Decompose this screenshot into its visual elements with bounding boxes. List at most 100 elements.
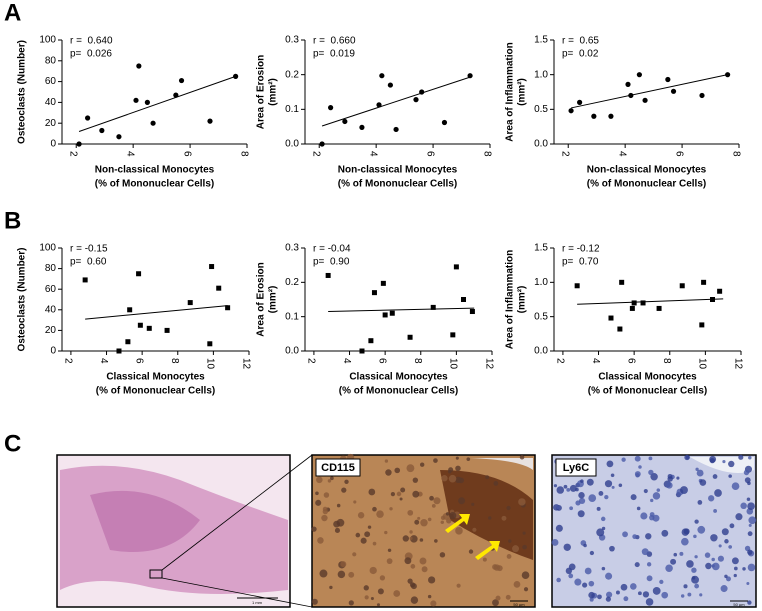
cell <box>420 519 428 527</box>
cell <box>555 524 563 532</box>
cell <box>394 467 401 474</box>
cell <box>635 473 640 478</box>
point <box>116 134 122 140</box>
point <box>136 63 142 69</box>
fit-line <box>78 75 236 132</box>
cell <box>578 492 585 499</box>
cell <box>417 516 421 520</box>
point <box>625 81 631 87</box>
x-tick-label: 12 <box>732 358 743 370</box>
y-tick-label: 0.3 <box>285 35 299 46</box>
cell <box>399 497 403 501</box>
cell <box>569 484 577 492</box>
point <box>453 264 459 270</box>
cell <box>711 564 715 568</box>
y-tick-label: 100 <box>39 243 56 254</box>
arrow <box>445 514 470 533</box>
cell <box>311 526 317 532</box>
point <box>591 113 597 119</box>
x-tick-label: 2 <box>554 358 565 364</box>
cell <box>642 591 650 598</box>
cell <box>598 491 604 496</box>
label-box <box>555 458 597 477</box>
cell <box>409 582 416 588</box>
cell <box>746 497 751 502</box>
cell <box>673 552 678 557</box>
cell <box>501 515 507 521</box>
cells <box>551 454 757 606</box>
cell <box>728 474 732 478</box>
cell <box>652 514 660 522</box>
stat-annotation: p= 0.90 <box>313 257 350 268</box>
x-tick-label: 4 <box>98 358 109 364</box>
cell <box>588 494 597 502</box>
cell <box>605 596 611 602</box>
cell <box>427 517 432 522</box>
cell <box>638 465 642 469</box>
cell <box>597 594 602 600</box>
stat-annotation: r = 0.640 <box>70 36 113 47</box>
point <box>670 88 677 94</box>
cell <box>348 600 354 606</box>
cell <box>728 545 733 549</box>
cell <box>709 455 717 463</box>
cell <box>650 473 658 481</box>
stat-annotation: r = 0.660 <box>313 36 356 47</box>
point <box>679 283 685 289</box>
y-tick-label: 0.0 <box>285 346 299 357</box>
cell <box>705 562 712 570</box>
x-tick-label: 2 <box>560 151 571 157</box>
stat-annotation: p= 0.026 <box>70 49 112 60</box>
point <box>368 338 374 344</box>
cell <box>315 491 319 496</box>
zoom-line <box>161 577 313 608</box>
point <box>76 141 82 147</box>
y-axis-label: Area of Inflammation <box>505 250 516 349</box>
point <box>393 126 399 133</box>
cell <box>372 506 377 512</box>
point <box>665 76 671 83</box>
y-tick-label: 20 <box>45 118 57 129</box>
stat-annotation: r = 0.65 <box>562 36 599 47</box>
cell <box>396 491 402 497</box>
cell <box>721 528 729 536</box>
point <box>207 118 213 124</box>
cell <box>519 454 525 460</box>
cell <box>377 588 384 595</box>
cell <box>410 535 418 543</box>
y-tick-label: 100 <box>39 35 56 46</box>
point <box>717 288 723 294</box>
cell <box>652 492 661 500</box>
cell <box>311 598 318 605</box>
cell <box>430 600 437 607</box>
y-tick-label: 80 <box>45 263 57 274</box>
cell <box>606 460 614 468</box>
x-tick-label: 2 <box>68 151 79 157</box>
cell <box>522 544 527 550</box>
cell <box>589 597 594 602</box>
cell <box>566 487 571 492</box>
cell <box>634 455 641 462</box>
cell <box>596 528 605 537</box>
cell <box>513 580 521 588</box>
x-tick-label: 4 <box>617 151 628 157</box>
cell <box>353 500 357 504</box>
point <box>359 348 365 354</box>
y-tick-label: 40 <box>45 97 57 108</box>
point <box>699 92 705 99</box>
x-tick-label: 4 <box>368 151 379 157</box>
cell <box>493 481 499 486</box>
image-label: CD115 <box>321 462 355 474</box>
x-tick-label: 8 <box>661 358 672 364</box>
point <box>382 312 388 318</box>
cell <box>336 503 341 508</box>
y-tick-label: 0.2 <box>285 69 299 80</box>
fit-line <box>570 74 728 109</box>
cell <box>412 477 419 483</box>
point <box>469 309 475 315</box>
cell <box>556 505 560 510</box>
y-tick-label: 1.0 <box>534 69 548 80</box>
cell <box>640 512 648 520</box>
cell <box>495 595 501 601</box>
cell <box>574 578 582 586</box>
